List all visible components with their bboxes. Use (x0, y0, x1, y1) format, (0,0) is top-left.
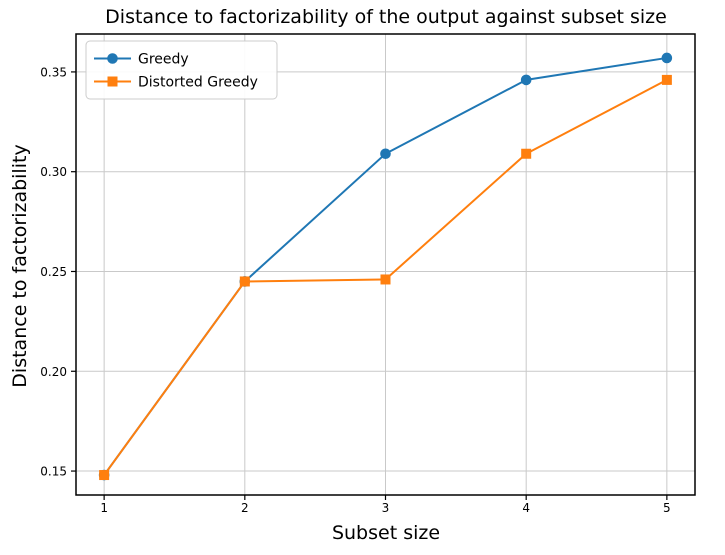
data-point-distorted-greedy (239, 276, 250, 287)
legend-marker-greedy (107, 53, 118, 64)
y-tick-label: 0.30 (40, 165, 67, 179)
legend-box (85, 40, 278, 100)
data-point-greedy (661, 52, 673, 64)
x-tick-label: 5 (663, 501, 671, 515)
legend-marker-distorted-greedy (107, 76, 118, 87)
data-point-distorted-greedy (521, 148, 532, 159)
y-tick-label: 0.35 (40, 65, 67, 79)
y-tick-label: 0.25 (40, 265, 67, 279)
x-axis-label: Subset size (331, 522, 441, 544)
data-point-distorted-greedy (661, 74, 672, 85)
data-point-distorted-greedy (380, 274, 391, 285)
data-point-distorted-greedy (99, 470, 110, 481)
data-point-greedy (520, 74, 532, 86)
y-axis-label: Distance to factorizability (9, 144, 31, 388)
x-tick-label: 1 (100, 501, 108, 515)
chart-title: Distance to factorizability of the outpu… (105, 6, 667, 28)
legend-label-distorted-greedy: Distorted Greedy (138, 75, 258, 91)
legend-label-greedy: Greedy (138, 52, 189, 68)
x-tick-label: 2 (241, 501, 249, 515)
y-tick-label: 0.20 (40, 365, 67, 379)
x-tick-label: 4 (522, 501, 530, 515)
legend: Greedy Distorted Greedy (85, 40, 278, 100)
x-tick-label: 3 (382, 501, 390, 515)
y-tick-label: 0.15 (40, 465, 67, 479)
plot-border (75, 33, 696, 496)
data-point-greedy (380, 148, 391, 160)
